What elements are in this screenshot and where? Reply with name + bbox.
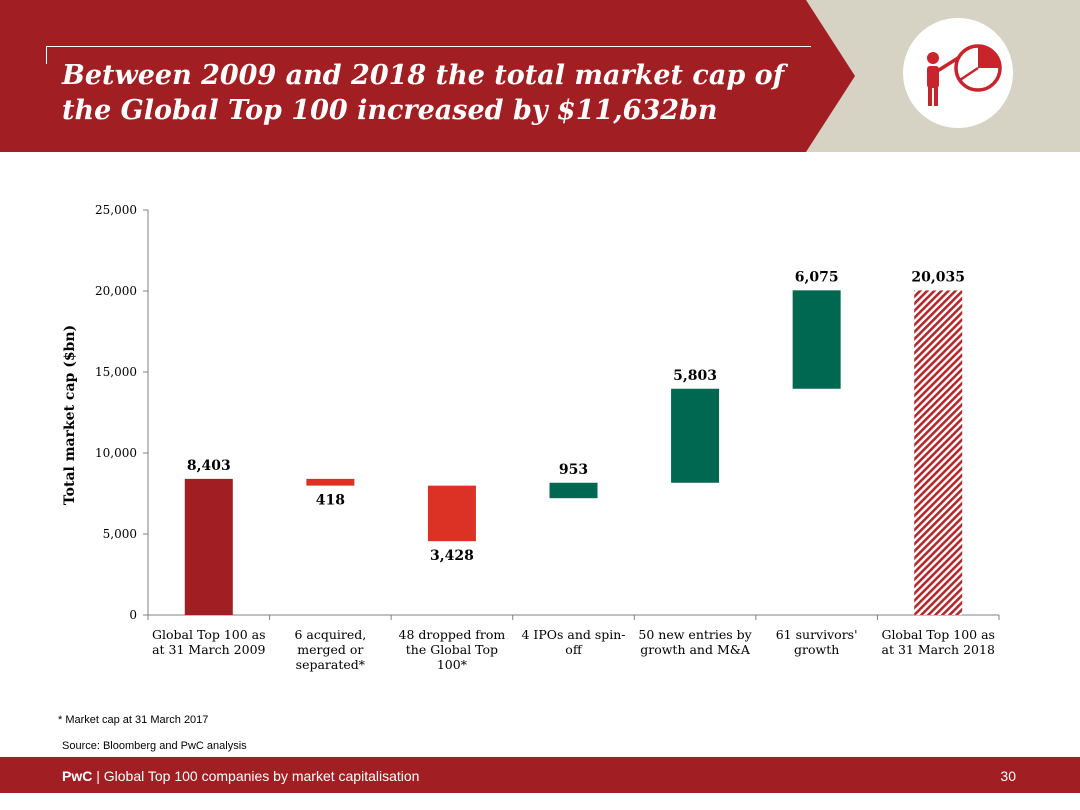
footer-brand: PwC: [62, 768, 93, 784]
header-rule-tick: [46, 46, 47, 64]
footer-title: Global Top 100 companies by market capit…: [103, 768, 420, 784]
category-label-line: 50 new entries by: [638, 627, 752, 642]
category-label-line: Global Top 100 as: [152, 627, 266, 642]
presenter-pie-chart-icon: [927, 44, 1002, 106]
category-label-line: growth and M&A: [640, 642, 751, 657]
y-tick-label: 10,000: [95, 446, 137, 460]
category-label-line: off: [565, 642, 583, 657]
data-label: 3,428: [430, 548, 474, 564]
category-label-line: 100*: [437, 657, 468, 672]
category-label-line: growth: [794, 642, 839, 657]
category-label: Global Top 100 as at 31 March 2009: [152, 627, 266, 657]
data-label: 5,803: [673, 368, 717, 384]
data-label: 953: [559, 462, 588, 478]
slide-title-line-2: the Global Top 100 increased by $11,632b…: [62, 95, 718, 126]
header-banner: [0, 0, 1080, 152]
footer-bar: PwC | Global Top 100 companies by market…: [0, 757, 1080, 793]
y-axis-title: Total market cap ($bn): [62, 324, 78, 506]
bar: [914, 290, 963, 615]
category-label: Global Top 100 as at 31 March 2018: [881, 627, 995, 657]
header-red-arrow-panel: [0, 0, 855, 152]
bar: [306, 478, 355, 486]
footnote: * Market cap at 31 March 2017: [58, 714, 209, 726]
category-label-line: at 31 March 2018: [882, 642, 995, 657]
data-label: 8,403: [187, 458, 231, 474]
category-label-line: 4 IPOs and spin-: [521, 627, 625, 642]
y-axis: 0 5,000 10,000 15,000 20,000 25,000: [95, 203, 149, 622]
category-label-line: 6 acquired,: [294, 627, 366, 642]
data-label: 20,035: [911, 269, 965, 285]
footer-text: PwC | Global Top 100 companies by market…: [62, 768, 419, 784]
header-rule: [46, 46, 811, 47]
y-tick-label: 0: [129, 608, 137, 622]
bar: [792, 290, 841, 389]
y-tick-label: 25,000: [95, 203, 137, 217]
y-tick-label: 15,000: [95, 365, 137, 379]
category-label-line: merged or: [297, 642, 363, 657]
source-note: Source: Bloomberg and PwC analysis: [62, 740, 247, 752]
header-icon-badge: [903, 18, 1013, 128]
bar: [549, 482, 598, 499]
category-label-line: 48 dropped from: [399, 627, 506, 642]
page-number: 30: [1000, 768, 1016, 784]
category-label: 4 IPOs and spin-off: [521, 627, 625, 657]
category-label-line: separated*: [296, 657, 366, 672]
category-label-line: the Global Top: [406, 642, 498, 657]
category-label-line: at 31 March 2009: [152, 642, 265, 657]
x-axis: [147, 614, 1000, 620]
waterfall-chart: 0 5,000 10,000 15,000 20,000 25,000 8,403 418 3…: [95, 203, 1000, 672]
y-tick-label: 20,000: [95, 284, 137, 298]
data-label: 418: [316, 493, 345, 509]
slide-title: Between 2009 and 2018 the total market c…: [62, 58, 822, 128]
bar: [671, 388, 720, 483]
bar: [184, 478, 233, 615]
category-label-line: 61 survivors': [776, 627, 858, 642]
category-label-line: Global Top 100 as: [881, 627, 995, 642]
footer-separator: |: [92, 768, 104, 784]
data-label: 6,075: [795, 269, 839, 285]
category-label: 50 new entries by growth and M&A: [638, 627, 752, 657]
slide-title-line-1: Between 2009 and 2018 the total market c…: [62, 60, 785, 91]
bars: [184, 290, 963, 615]
y-tick-label: 5,000: [103, 527, 137, 541]
bar: [427, 485, 476, 542]
category-label: 6 acquired, merged or separated*: [294, 627, 366, 672]
category-label: 61 survivors' growth: [776, 627, 858, 657]
value-labels: 8,403 418 3,428 953 5,803 6,075 20,035: [187, 269, 965, 564]
category-label: 48 dropped from the Global Top 100*: [399, 627, 506, 672]
